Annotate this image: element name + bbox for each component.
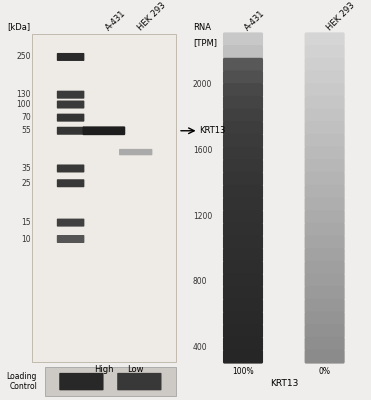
FancyBboxPatch shape	[305, 248, 345, 262]
FancyBboxPatch shape	[117, 373, 161, 390]
FancyBboxPatch shape	[305, 261, 345, 275]
Text: HEK 293: HEK 293	[325, 0, 356, 32]
FancyBboxPatch shape	[223, 236, 263, 249]
FancyBboxPatch shape	[223, 185, 263, 199]
FancyBboxPatch shape	[305, 223, 345, 237]
Text: [TPM]: [TPM]	[193, 38, 217, 47]
FancyBboxPatch shape	[57, 179, 84, 187]
Text: 400: 400	[193, 343, 207, 352]
FancyBboxPatch shape	[305, 185, 345, 199]
FancyBboxPatch shape	[223, 134, 263, 148]
FancyBboxPatch shape	[223, 108, 263, 122]
FancyBboxPatch shape	[305, 70, 345, 84]
FancyBboxPatch shape	[59, 373, 104, 390]
FancyBboxPatch shape	[223, 337, 263, 351]
FancyBboxPatch shape	[223, 299, 263, 313]
FancyBboxPatch shape	[223, 248, 263, 262]
FancyBboxPatch shape	[223, 70, 263, 84]
Text: Low: Low	[128, 365, 144, 374]
Text: RNA: RNA	[193, 23, 211, 32]
FancyBboxPatch shape	[305, 324, 345, 338]
FancyBboxPatch shape	[305, 350, 345, 364]
Text: 1600: 1600	[193, 146, 212, 155]
Text: 100: 100	[16, 100, 31, 109]
FancyBboxPatch shape	[305, 134, 345, 148]
Text: A-431: A-431	[104, 8, 128, 32]
FancyBboxPatch shape	[305, 274, 345, 288]
Text: HEK 293: HEK 293	[136, 0, 167, 32]
FancyBboxPatch shape	[57, 218, 84, 226]
FancyBboxPatch shape	[223, 45, 263, 59]
FancyBboxPatch shape	[57, 235, 84, 243]
Text: 130: 130	[16, 90, 31, 99]
Text: High: High	[94, 365, 114, 374]
FancyBboxPatch shape	[305, 197, 345, 211]
FancyBboxPatch shape	[223, 83, 263, 97]
FancyBboxPatch shape	[82, 126, 125, 135]
FancyBboxPatch shape	[223, 223, 263, 237]
FancyBboxPatch shape	[305, 83, 345, 97]
FancyBboxPatch shape	[223, 58, 263, 72]
Text: 55: 55	[21, 126, 31, 135]
FancyBboxPatch shape	[305, 58, 345, 72]
FancyBboxPatch shape	[119, 149, 152, 155]
Text: KRT13: KRT13	[200, 126, 226, 135]
FancyBboxPatch shape	[223, 324, 263, 338]
Text: 2000: 2000	[193, 80, 212, 89]
FancyBboxPatch shape	[223, 210, 263, 224]
FancyBboxPatch shape	[305, 45, 345, 59]
FancyBboxPatch shape	[32, 34, 176, 362]
FancyBboxPatch shape	[305, 210, 345, 224]
Text: KRT13: KRT13	[270, 379, 298, 388]
Text: 25: 25	[21, 179, 31, 188]
FancyBboxPatch shape	[223, 286, 263, 300]
Text: 10: 10	[21, 234, 31, 244]
FancyBboxPatch shape	[305, 299, 345, 313]
FancyBboxPatch shape	[305, 32, 345, 46]
FancyBboxPatch shape	[223, 197, 263, 211]
Text: 250: 250	[16, 52, 31, 62]
FancyBboxPatch shape	[223, 121, 263, 135]
FancyBboxPatch shape	[223, 312, 263, 326]
FancyBboxPatch shape	[223, 32, 263, 46]
Text: 70: 70	[21, 113, 31, 122]
FancyBboxPatch shape	[57, 100, 84, 108]
FancyBboxPatch shape	[305, 312, 345, 326]
FancyBboxPatch shape	[223, 172, 263, 186]
Text: 0%: 0%	[319, 367, 331, 376]
FancyBboxPatch shape	[305, 172, 345, 186]
FancyBboxPatch shape	[223, 159, 263, 173]
FancyBboxPatch shape	[305, 147, 345, 160]
FancyBboxPatch shape	[305, 337, 345, 351]
FancyBboxPatch shape	[45, 367, 176, 396]
Text: 15: 15	[21, 218, 31, 227]
Text: A-431: A-431	[243, 8, 267, 32]
FancyBboxPatch shape	[223, 274, 263, 288]
Text: 100%: 100%	[232, 367, 254, 376]
FancyBboxPatch shape	[305, 236, 345, 249]
FancyBboxPatch shape	[223, 261, 263, 275]
FancyBboxPatch shape	[223, 147, 263, 160]
Text: Loading
Control: Loading Control	[7, 372, 37, 391]
FancyBboxPatch shape	[223, 96, 263, 110]
Text: 35: 35	[21, 164, 31, 173]
Text: 800: 800	[193, 277, 207, 286]
FancyBboxPatch shape	[57, 91, 84, 99]
Text: [kDa]: [kDa]	[8, 22, 31, 31]
FancyBboxPatch shape	[305, 286, 345, 300]
Text: 1200: 1200	[193, 212, 212, 220]
FancyBboxPatch shape	[305, 108, 345, 122]
FancyBboxPatch shape	[57, 114, 84, 122]
FancyBboxPatch shape	[305, 96, 345, 110]
FancyBboxPatch shape	[57, 127, 84, 135]
FancyBboxPatch shape	[305, 159, 345, 173]
FancyBboxPatch shape	[57, 164, 84, 172]
FancyBboxPatch shape	[57, 53, 84, 61]
FancyBboxPatch shape	[223, 350, 263, 364]
FancyBboxPatch shape	[305, 121, 345, 135]
